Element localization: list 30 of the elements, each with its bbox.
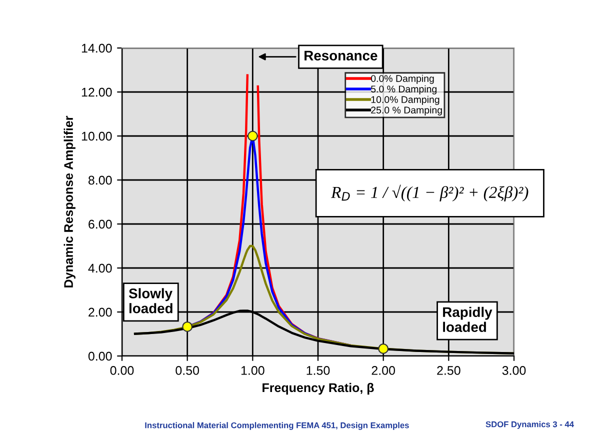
legend-label: 25.0 % Damping: [371, 106, 442, 116]
y-tick-label: 0.00: [88, 352, 112, 361]
y-tick-label: 14.00: [82, 44, 112, 53]
x-tick-label: 2.50: [437, 366, 460, 375]
legend-label: 5.0 % Damping: [371, 85, 436, 94]
annotation: Slowly loaded: [128, 288, 172, 314]
x-tick-label: 3.00: [502, 366, 526, 375]
y-tick-label: 12.00: [82, 88, 112, 97]
y-tick-label: 4.00: [88, 264, 112, 273]
legend-label: 0.0% Damping: [371, 74, 434, 84]
y-tick-label: 10.00: [82, 132, 112, 141]
x-tick-label: 0.50: [176, 366, 200, 375]
x-axis-title: Frequency Ratio, β: [262, 382, 374, 395]
x-tick-label: 1.00: [241, 366, 264, 375]
x-tick-label: 0.00: [110, 366, 134, 375]
text: SDOF Dynamics 3 - 44: [486, 421, 574, 429]
legend-label: 10.0% Damping: [371, 96, 440, 105]
y-tick-label: 6.00: [88, 220, 112, 229]
point: [182, 322, 193, 332]
x-tick-label: 2.00: [372, 366, 396, 375]
y-tick-label: 8.00: [88, 176, 112, 185]
text: Instructional Material Complementing FEMA 451, Design Examples: [145, 422, 409, 430]
annotation: Rapidly loaded: [443, 306, 492, 332]
point: [247, 130, 258, 142]
annotation: Resonance: [304, 50, 378, 61]
point: [378, 344, 389, 354]
y-tick-label: 2.00: [88, 308, 112, 317]
x-tick-label: 1.50: [306, 366, 330, 375]
y-axis-title: Dynamic Response Amplifier: [64, 116, 76, 288]
annotation: R$_{D}$ = 1 / √((1 − β²)² + (2ξβ)²): [330, 184, 528, 202]
